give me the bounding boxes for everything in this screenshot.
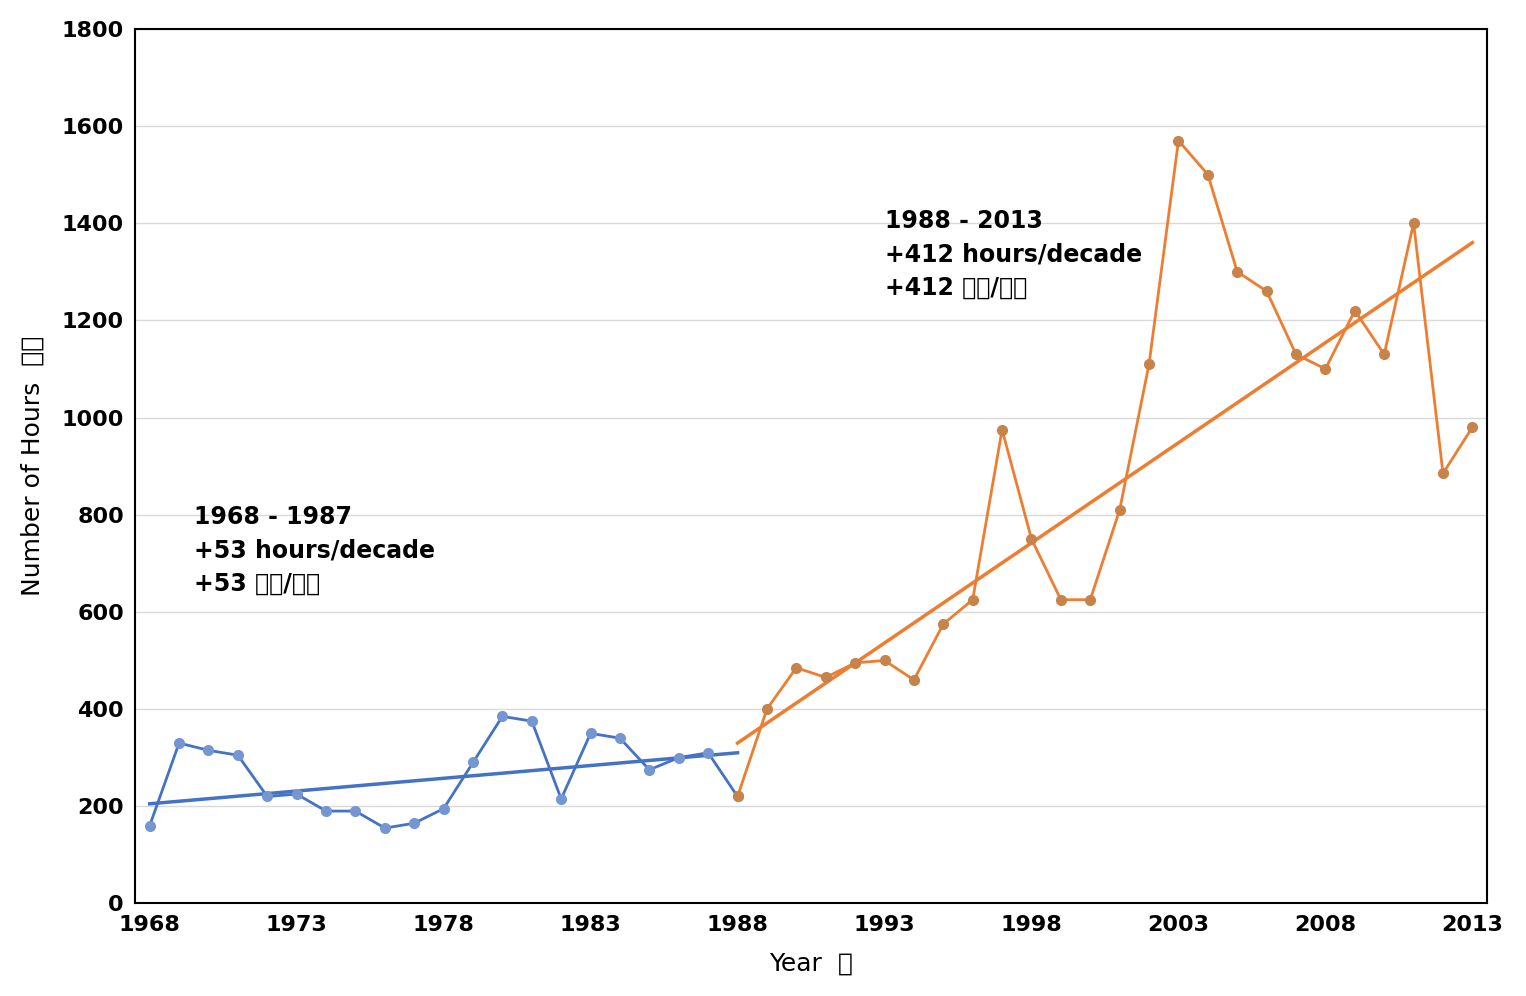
Text: 1988 - 2013
+412 hours/decade
+412 小時/十年: 1988 - 2013 +412 hours/decade +412 小時/十年 (885, 208, 1141, 300)
Y-axis label: Number of Hours  時數: Number of Hours 時數 (21, 336, 44, 597)
X-axis label: Year  年: Year 年 (769, 951, 853, 975)
Text: 1968 - 1987
+53 hours/decade
+53 小時/十年: 1968 - 1987 +53 hours/decade +53 小時/十年 (194, 505, 435, 596)
